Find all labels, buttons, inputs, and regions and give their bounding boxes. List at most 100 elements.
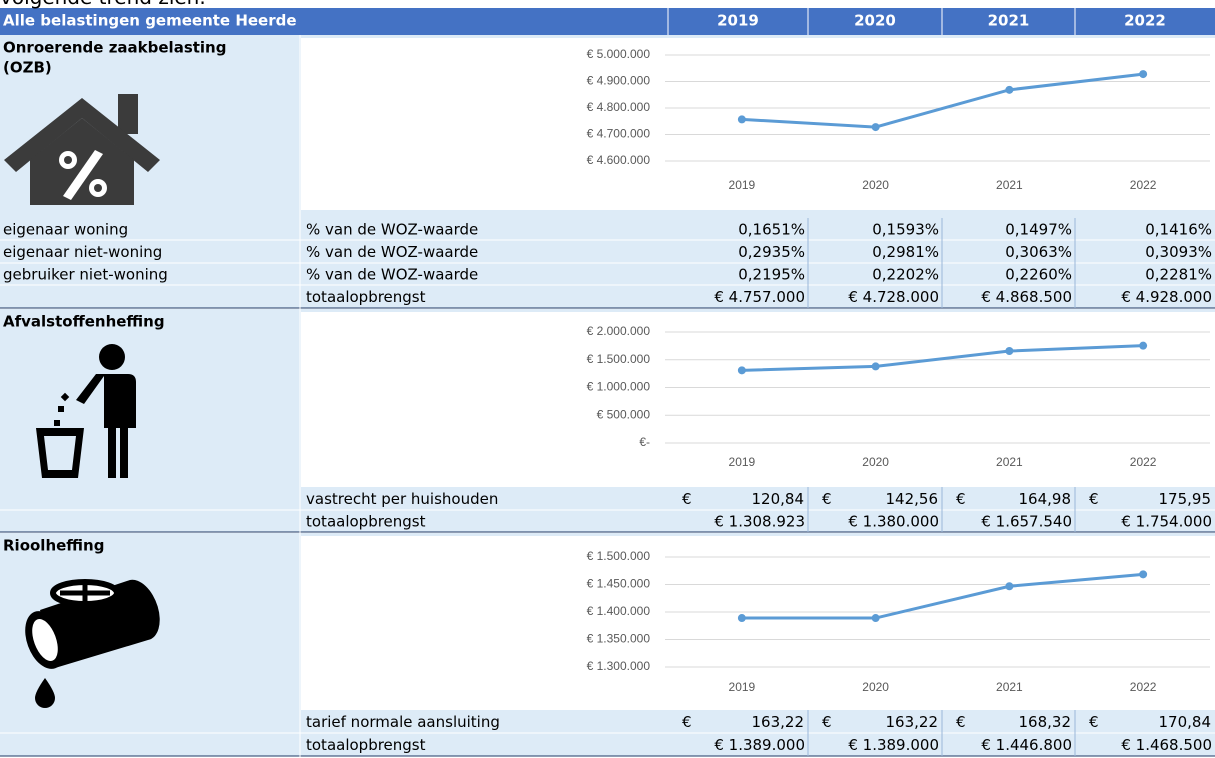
data-point	[737, 366, 746, 375]
amount: 170,84	[1159, 713, 1212, 731]
y-tick-label: € 1.350.000	[587, 632, 651, 646]
amount: 164,98	[1019, 490, 1072, 508]
data-point	[1139, 70, 1148, 79]
series-line	[740, 72, 1145, 129]
y-tick-label: € 4.800.000	[587, 100, 651, 114]
section-title: Rioolheffing	[3, 537, 104, 555]
currency-sign: €	[1089, 713, 1099, 731]
y-tick-label: € 5.000.000	[587, 47, 651, 61]
backgrounds	[0, 8, 1215, 758]
value-cell: € 1.389.000	[848, 736, 939, 754]
x-tick-label: 2020	[862, 680, 889, 694]
row-unit: vastrecht per huishouden	[306, 490, 498, 508]
row-unit: % van de WOZ-waarde	[306, 266, 478, 284]
row-unit: tarief normale aansluiting	[306, 713, 500, 731]
value-cell: 0,2281%	[1145, 266, 1212, 284]
sewer-icon	[25, 579, 160, 708]
y-tick-label: € 1.300.000	[587, 659, 651, 673]
house-icon	[4, 94, 160, 205]
row-label: eigenaar woning	[3, 221, 128, 239]
value-cell: € 4.868.500	[981, 288, 1072, 306]
row-label: eigenaar niet-woning	[3, 243, 162, 261]
value-cell: € 1.468.500	[1121, 736, 1212, 754]
data-point	[737, 115, 746, 124]
series-line	[740, 344, 1145, 372]
value-cell: 0,1593%	[872, 221, 939, 239]
currency-sign: €	[1089, 490, 1099, 508]
amount: 163,22	[752, 713, 805, 731]
data-point	[1005, 85, 1014, 94]
y-tick-label: € 2.000.000	[587, 324, 651, 338]
value-cell: € 1.446.800	[981, 736, 1072, 754]
x-tick-label: 2020	[862, 455, 889, 469]
currency-sign: €	[956, 713, 966, 731]
chart-area	[301, 312, 1215, 487]
y-tick-label: € 4.700.000	[587, 127, 651, 141]
value-cell: 0,2981%	[872, 243, 939, 261]
amount: 163,22	[886, 713, 939, 731]
currency-sign: €	[682, 490, 692, 508]
data-point	[737, 614, 746, 623]
header-title: Alle belastingen gemeente Heerde	[3, 12, 297, 30]
x-tick-label: 2022	[1130, 178, 1157, 192]
value-cell: 0,3063%	[1005, 243, 1072, 261]
y-tick-label: € 1.400.000	[587, 604, 651, 618]
currency-sign: €	[822, 713, 832, 731]
section-title: (OZB)	[3, 59, 52, 77]
value-cell: 0,2260%	[1005, 266, 1072, 284]
y-tick-label: € 500.000	[597, 407, 651, 421]
section-title: Onroerende zaakbelasting	[3, 39, 226, 57]
data-point	[1005, 347, 1014, 356]
row-unit: totaalopbrengst	[306, 288, 426, 306]
data-point	[1139, 341, 1148, 350]
x-tick-label: 2019	[729, 455, 756, 469]
header-year: 2020	[854, 12, 896, 30]
waste-icon	[36, 344, 136, 478]
value-cell: 0,3093%	[1145, 243, 1212, 261]
currency-sign: €	[682, 713, 692, 731]
value-cell: 0,1497%	[1005, 221, 1072, 239]
row-unit: % van de WOZ-waarde	[306, 243, 478, 261]
y-tick-label: € 1.450.000	[587, 577, 651, 591]
value-cell: € 4.757.000	[714, 288, 805, 306]
value-cell: € 4.728.000	[848, 288, 939, 306]
x-tick-label: 2022	[1130, 680, 1157, 694]
header-bg	[0, 8, 1215, 35]
y-tick-label: € 4.600.000	[587, 153, 651, 167]
value-cell: 0,1651%	[738, 221, 805, 239]
data-point	[1005, 582, 1014, 591]
value-cell: 0,2935%	[738, 243, 805, 261]
amount: 175,95	[1159, 490, 1212, 508]
chart-area	[301, 38, 1215, 210]
x-tick-label: 2021	[996, 680, 1023, 694]
data-point	[1139, 570, 1148, 579]
y-tick-label: €-	[639, 435, 650, 449]
x-tick-label: 2021	[996, 455, 1023, 469]
data-point	[871, 362, 880, 371]
value-cell: € 1.754.000	[1121, 513, 1212, 531]
y-tick-label: € 1.000.000	[587, 380, 651, 394]
row-unit: % van de WOZ-waarde	[306, 221, 478, 239]
currency-sign: €	[956, 490, 966, 508]
x-tick-label: 2019	[729, 178, 756, 192]
header-year: 2021	[988, 12, 1030, 30]
value-cell: 0,2195%	[738, 266, 805, 284]
chart-area	[301, 536, 1215, 710]
row-unit: totaalopbrengst	[306, 736, 426, 754]
y-tick-label: € 1.500.000	[587, 549, 651, 563]
row-label: gebruiker niet-woning	[3, 266, 168, 284]
value-cell: 0,1416%	[1145, 221, 1212, 239]
row-unit: totaalopbrengst	[306, 513, 426, 531]
value-cell: € 4.928.000	[1121, 288, 1212, 306]
value-cell: € 1.657.540	[981, 513, 1072, 531]
amount: 120,84	[752, 490, 805, 508]
x-tick-label: 2019	[729, 680, 756, 694]
y-tick-label: € 4.900.000	[587, 74, 651, 88]
value-cell: 0,2202%	[872, 266, 939, 284]
value-cell: € 1.308.923	[714, 513, 805, 531]
x-tick-label: 2022	[1130, 455, 1157, 469]
amount: 142,56	[886, 490, 939, 508]
value-cell: € 1.380.000	[848, 513, 939, 531]
